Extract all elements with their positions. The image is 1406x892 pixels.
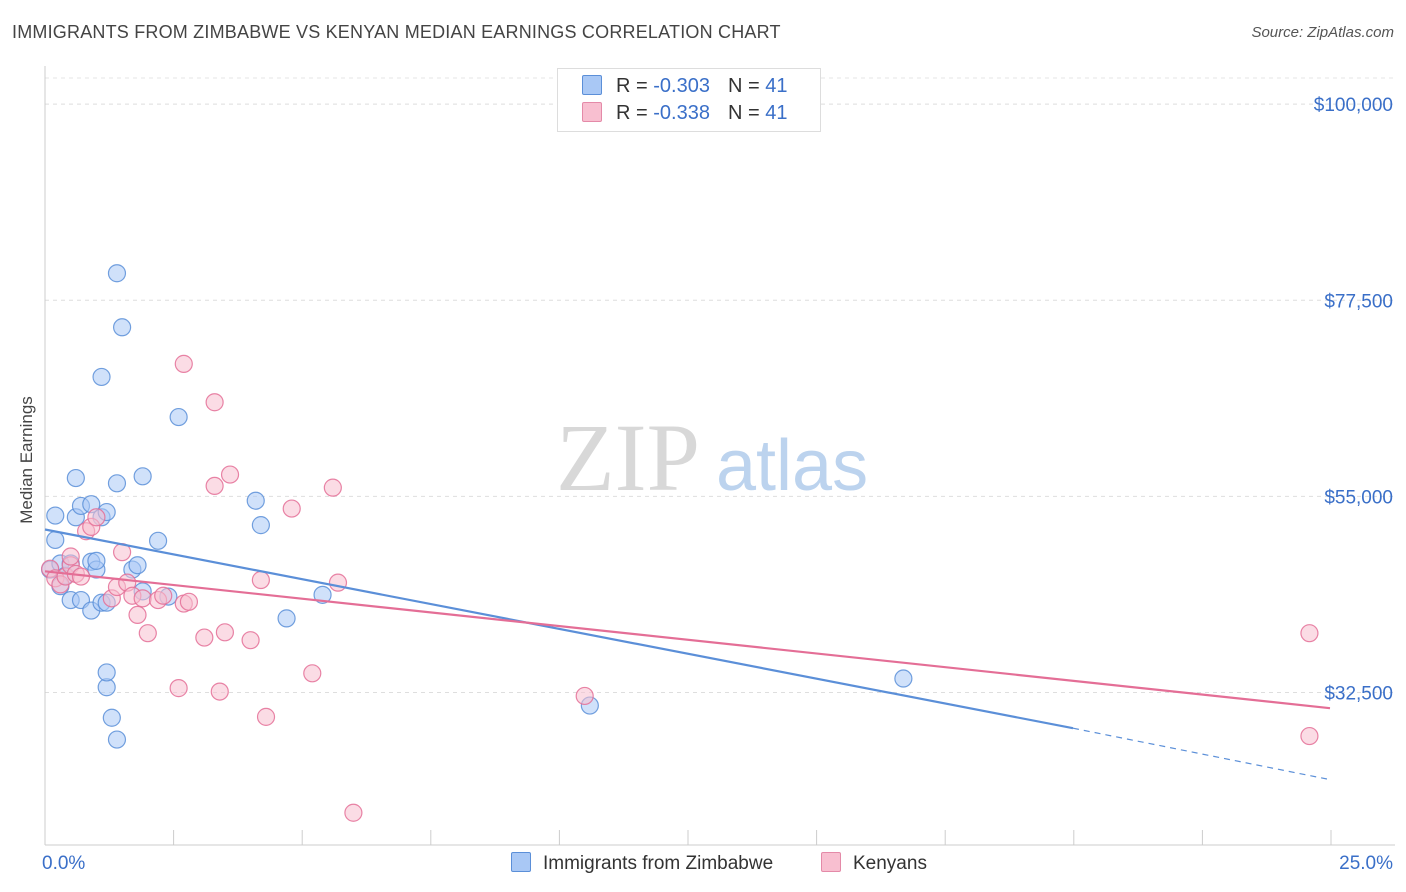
point-zimbabwe	[251, 516, 270, 535]
point-kenyans	[575, 686, 594, 706]
legend-r-label: R =	[616, 102, 654, 124]
bottom-legend-swatch-kenyans	[821, 852, 841, 872]
bottom-legend-kenyans: Kenyans	[821, 852, 927, 875]
point-zimbabwe	[107, 264, 127, 283]
point-kenyans	[128, 605, 147, 625]
chart-title: IMMIGRANTS FROM ZIMBABWE VS KENYAN MEDIA…	[12, 22, 781, 42]
x-tick-label: 0.0%	[42, 853, 85, 874]
point-zimbabwe	[46, 506, 65, 525]
point-kenyans	[205, 393, 224, 412]
point-zimbabwe	[894, 669, 913, 688]
legend-row-zimbabwe: R = -0.303 N = 41	[582, 75, 787, 101]
point-zimbabwe	[133, 467, 152, 486]
point-kenyans	[61, 547, 80, 566]
legend-n-label: N =	[727, 102, 766, 124]
legend-swatch-kenyans	[582, 102, 602, 122]
point-zimbabwe	[87, 551, 106, 570]
point-kenyans	[282, 499, 301, 518]
legend-r-value: -0.303	[653, 75, 710, 97]
point-kenyans	[138, 624, 157, 643]
grid-lines	[45, 77, 1395, 693]
legend-row-kenyans: R = -0.338 N = 41	[582, 102, 787, 128]
point-zimbabwe	[112, 318, 132, 337]
point-kenyans	[303, 664, 322, 683]
point-kenyans	[179, 592, 199, 611]
point-kenyans	[251, 570, 270, 590]
trend-line-extension-zimbabwe	[1072, 727, 1331, 781]
correlation-legend: R = -0.303 N = 41 R = -0.338 N = 41	[557, 68, 821, 132]
point-zimbabwe	[313, 585, 332, 604]
point-kenyans	[328, 573, 348, 592]
point-kenyans	[133, 589, 152, 608]
legend-swatch-zimbabwe	[582, 75, 602, 95]
point-zimbabwe	[246, 491, 265, 510]
point-kenyans	[1300, 624, 1319, 643]
point-zimbabwe	[92, 367, 111, 387]
tick-labels: $100,000 $77,500 $55,000 $32,500 0.0% 25.0%	[42, 95, 1393, 874]
point-kenyans	[220, 465, 240, 484]
point-kenyans	[205, 476, 224, 496]
trend-line-zimbabwe	[44, 528, 1074, 730]
point-kenyans	[154, 586, 173, 605]
point-kenyans	[174, 354, 193, 373]
trend-lines	[44, 528, 1331, 781]
source-label: Source: ZipAtlas.com	[1251, 24, 1394, 41]
y-axis-label: Median Earnings	[17, 396, 36, 524]
point-kenyans	[256, 707, 276, 726]
y-tick-label: $32,500	[1324, 683, 1393, 704]
legend-n-value: 41	[765, 102, 788, 124]
point-kenyans	[210, 682, 229, 701]
y-tick-label: $100,000	[1314, 95, 1393, 116]
point-zimbabwe	[128, 556, 147, 575]
legend-n-label: N =	[727, 75, 766, 97]
watermark-zip: ZIP	[556, 404, 700, 511]
point-zimbabwe	[97, 663, 116, 682]
point-zimbabwe	[169, 407, 188, 427]
point-zimbabwe	[66, 468, 85, 488]
bottom-legend-label-kenyans: Kenyans	[853, 853, 927, 874]
point-kenyans	[87, 508, 106, 527]
point-kenyans	[1300, 726, 1319, 746]
point-kenyans	[323, 478, 342, 497]
scatter-points	[41, 264, 1319, 822]
bottom-legend-zimbabwe: Immigrants from Zimbabwe	[511, 852, 773, 875]
x-tick-label: 25.0%	[1339, 853, 1393, 874]
y-tick-label: $55,000	[1324, 487, 1393, 508]
point-zimbabwe	[102, 708, 121, 727]
point-kenyans	[195, 628, 214, 647]
axes	[44, 66, 1395, 846]
point-kenyans	[241, 631, 260, 650]
point-zimbabwe	[107, 474, 127, 493]
point-zimbabwe	[148, 531, 168, 550]
watermark-atlas: atlas	[716, 426, 868, 506]
legend-r-value: -0.338	[653, 102, 710, 124]
legend-r-label: R =	[616, 75, 654, 97]
watermark: ZIP atlas	[556, 404, 868, 511]
point-kenyans	[169, 679, 188, 698]
point-zimbabwe	[107, 730, 127, 749]
y-tick-label: $77,500	[1324, 291, 1393, 312]
point-kenyans	[344, 803, 363, 822]
point-kenyans	[215, 623, 234, 642]
bottom-legend-swatch-zimbabwe	[511, 852, 531, 872]
trend-line-kenyans	[44, 570, 1331, 710]
point-zimbabwe	[277, 609, 296, 628]
point-zimbabwe	[46, 530, 65, 550]
legend-n-value: 41	[765, 75, 788, 97]
bottom-legend-label-zimbabwe: Immigrants from Zimbabwe	[543, 853, 774, 874]
